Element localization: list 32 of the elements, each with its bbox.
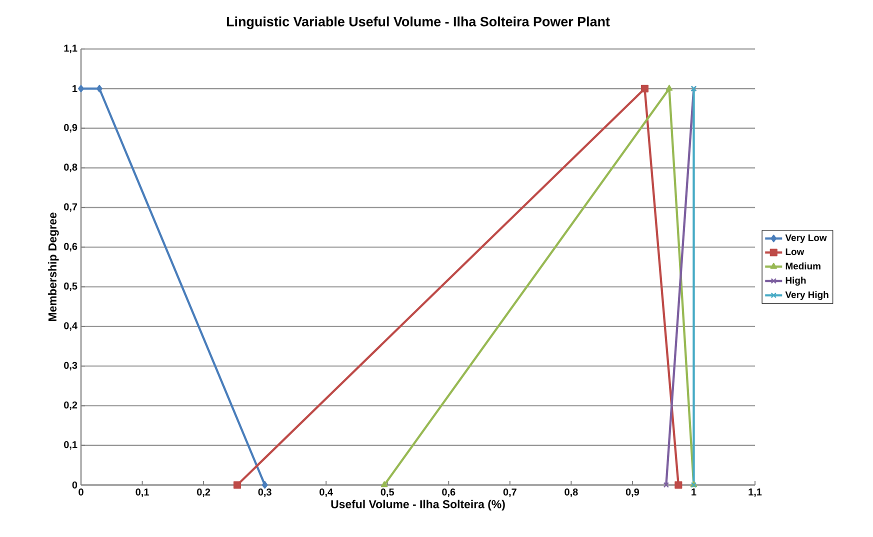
x-tick-label: 0,9 [626,488,640,498]
x-tick-label: 1,1 [748,488,762,497]
x-tick-label: 0,6 [442,488,456,498]
legend-label: Medium [786,262,820,270]
x-tick-label: 0,3 [258,488,272,498]
y-tick-label: 0,7 [64,203,78,212]
legend-label: High [786,276,806,286]
y-tick-label: 1 [72,85,78,92]
x-tick-label: 0,8 [564,488,578,498]
y-tick-label: 0,4 [64,322,78,331]
y-tick-label: 0,6 [64,242,78,252]
legend-label: Very Low [785,234,827,243]
y-tick-label: 0,3 [64,362,78,370]
chart-title: Linguistic Variable Useful Volume - Ilha Solteira Power Plant [226,16,610,30]
y-axis-title: Membership Degree [48,212,59,321]
y-tick-label: 0 [72,481,78,489]
y-tick-label: 0,9 [64,124,78,133]
y-tick-label: 0,1 [64,441,78,450]
y-tick-label: 0,5 [64,282,78,292]
x-tick-label: 0 [78,488,84,496]
legend-label: Very High [785,291,828,300]
x-tick-label: 0,7 [503,488,516,498]
x-axis-title: Useful Volume - Ilha Solteira (%) [331,500,505,511]
x-tick-label: 0,4 [320,488,333,498]
x-tick-label: 0,1 [136,488,149,498]
y-tick-label: 1,1 [64,44,78,54]
legend-label: Low [786,248,804,256]
y-tick-label: 0,2 [64,401,78,410]
x-tick-label: 0,5 [380,488,394,498]
y-tick-label: 0,8 [64,164,78,172]
x-tick-label: 0,2 [197,488,210,498]
x-tick-label: 1 [692,488,696,496]
